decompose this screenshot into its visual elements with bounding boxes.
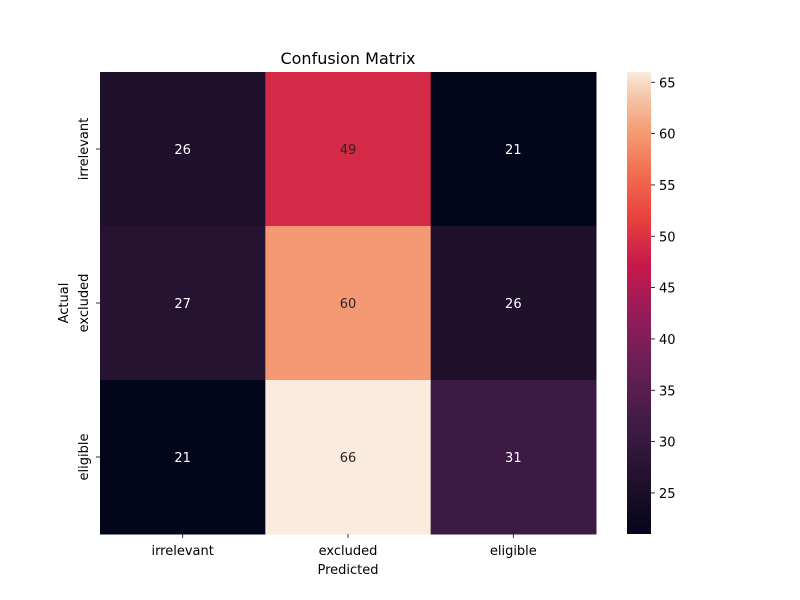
x-tick-label-0: irrelevant — [151, 544, 213, 559]
y-tick-label-2: eligible — [77, 434, 92, 481]
colorbar-tick-label-5: 50 — [659, 230, 676, 245]
cell-value-label-1-0: 27 — [174, 297, 191, 312]
heatmap-cell-2-2 — [430, 380, 597, 535]
y-tick-label-0: irrelevant — [77, 118, 92, 180]
colorbar-tick-label-1: 30 — [659, 436, 676, 451]
cell-value-label-0-1: 49 — [340, 143, 357, 158]
cell-value-label-0-2: 21 — [505, 143, 522, 158]
heatmap-cell-1-2 — [430, 226, 597, 381]
cell-value-label-2-1: 66 — [340, 451, 357, 466]
y-axis-label: Actual — [57, 283, 72, 324]
cell-value-label-0-0: 26 — [174, 143, 191, 158]
heatmap-cell-2-0 — [100, 380, 266, 535]
cell-value-label-1-2: 26 — [505, 297, 522, 312]
x-tick-label-2: eligible — [490, 544, 537, 559]
colorbar-tick-label-4: 45 — [659, 282, 676, 297]
colorbar — [627, 72, 651, 534]
colorbar-tick-label-6: 55 — [659, 179, 676, 194]
colorbar-tick-label-3: 40 — [659, 333, 676, 348]
heatmap-cell-1-0 — [100, 226, 266, 381]
cell-value-label-2-2: 31 — [505, 451, 522, 466]
colorbar-tick-label-8: 65 — [659, 76, 676, 91]
x-axis-label: Predicted — [317, 563, 378, 578]
cell-value-label-1-1: 60 — [340, 297, 357, 312]
heatmap-cell-1-1 — [265, 226, 432, 381]
heatmap-cell-0-0 — [100, 72, 266, 227]
colorbar-tick-label-2: 35 — [659, 384, 676, 399]
colorbar-tick-label-7: 60 — [659, 128, 676, 143]
heatmap-cell-2-1 — [265, 380, 432, 535]
y-tick-label-1: excluded — [77, 274, 92, 333]
colorbar-tick-label-0: 25 — [659, 487, 676, 502]
axis-ticks: irrelevant excluded eligible irrelevant excl… — [77, 118, 537, 559]
x-tick-label-1: excluded — [319, 544, 378, 559]
chart-title: Confusion Matrix — [280, 49, 415, 68]
heatmap-cell-0-1 — [265, 72, 432, 227]
heatmap-cells: 26 49 21 27 60 26 21 66 31 — [100, 72, 597, 535]
cell-value-label-2-0: 21 — [174, 451, 191, 466]
heatmap-cell-0-2 — [430, 72, 597, 227]
colorbar-ticks: 25 30 35 40 45 50 55 60 65 — [651, 76, 676, 502]
